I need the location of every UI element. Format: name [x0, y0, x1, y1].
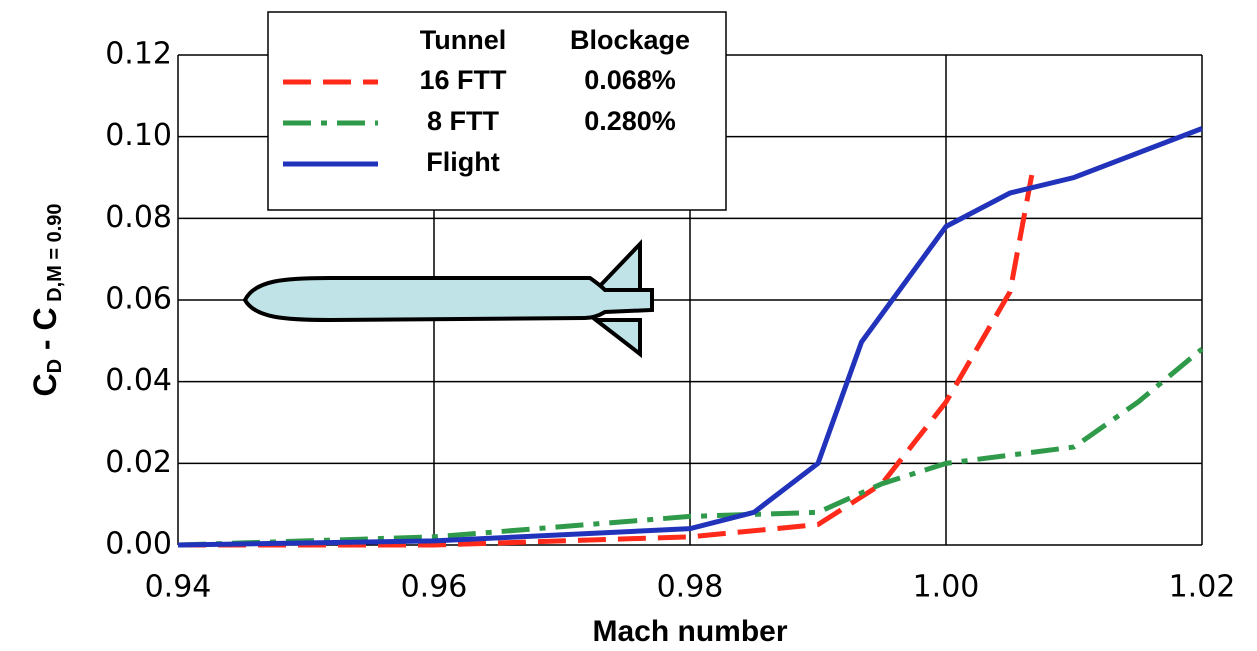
- y-tick-label: 0.08: [105, 200, 172, 235]
- legend-label: Flight: [426, 147, 499, 177]
- missile-icon: [242, 239, 654, 359]
- y-tick-label: 0.00: [105, 527, 172, 562]
- y-axis-title: CD - C D,M = 0.90: [27, 203, 66, 396]
- x-axis-title: Mach number: [592, 615, 787, 648]
- y-axis-title-part: - C: [27, 307, 63, 359]
- x-tick-label: 0.98: [657, 570, 724, 605]
- legend-box: [267, 11, 727, 211]
- y-axis-title-part: D,M = 0.90: [44, 203, 66, 307]
- legend-header: Tunnel: [420, 25, 506, 55]
- y-tick-label: 0.10: [105, 118, 172, 153]
- y-tick-label: 0.02: [105, 445, 172, 480]
- lines: [177, 126, 1204, 548]
- y-axis-title-part: C: [27, 373, 63, 396]
- y-axis-title-part: D: [44, 359, 66, 373]
- x-tick-label: 0.94: [145, 570, 212, 605]
- series-line: [177, 347, 1204, 548]
- legend-header: Blockage: [570, 25, 690, 55]
- y-tick-label: 0.06: [105, 282, 172, 317]
- series-line: [178, 174, 1035, 548]
- x-tick-label: 1.02: [1169, 570, 1236, 605]
- series-line: [177, 126, 1203, 548]
- x-tick-label: 1.00: [913, 570, 980, 605]
- y-tick-label: 0.04: [105, 363, 172, 398]
- legend-blockage: 0.280%: [584, 106, 676, 136]
- legend: Tunnel Blockage 16 FTT 0.068% 8 FTT 0.280% Fli…: [283, 25, 690, 177]
- legend-blockage: 0.068%: [584, 65, 676, 95]
- legend-label: 16 FTT: [419, 65, 507, 95]
- y-tick-label: 0.12: [105, 37, 172, 72]
- x-tick-label: 0.96: [401, 570, 468, 605]
- legend-label: 8 FTT: [427, 106, 500, 136]
